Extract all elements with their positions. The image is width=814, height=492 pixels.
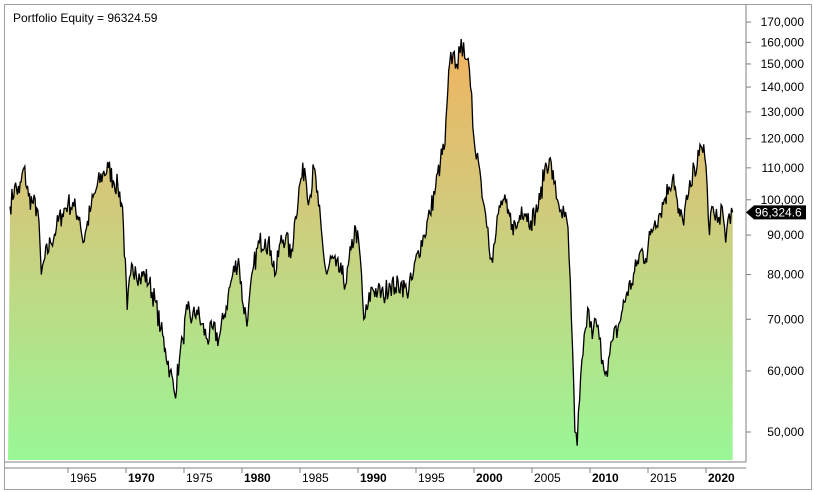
y-tick-label: 60,000 [767, 364, 804, 378]
plot-area [8, 38, 734, 461]
x-tick-label: 1975 [186, 471, 213, 485]
x-tick-label: 1980 [244, 471, 271, 485]
y-tick-label: 150,000 [761, 57, 805, 71]
y-tick-label: 80,000 [767, 268, 804, 282]
last-value-label: 96,324.6 [755, 205, 802, 219]
chart-title: Portfolio Equity = 96324.59 [13, 11, 158, 25]
y-tick-label: 110,000 [762, 161, 805, 175]
x-tick-label: 2000 [476, 471, 503, 485]
y-tick-label: 160,000 [761, 35, 805, 49]
x-tick-label: 1995 [418, 471, 445, 485]
y-tick-label: 70,000 [767, 312, 804, 326]
y-tick-label: 100,000 [761, 193, 805, 207]
x-tick-label: 2015 [650, 471, 677, 485]
x-tick-label: 1970 [128, 471, 155, 485]
equity-line [9, 38, 734, 446]
last-value-marker: 96,324.6 [746, 205, 806, 220]
x-tick-label: 2005 [534, 471, 561, 485]
x-axis: 1965 1970 1975 1980 1985 1990 1995 2000 2005 2010… [5, 467, 746, 485]
x-tick-label: 1965 [70, 471, 97, 485]
y-axis: 50,000 60,000 70,000 80,000 90,000 100,000 110… [746, 15, 804, 439]
y-tick-label: 130,000 [761, 105, 805, 119]
x-tick-label: 1990 [360, 471, 387, 485]
y-tick-label: 140,000 [761, 80, 805, 94]
y-tick-label: 50,000 [767, 425, 804, 439]
last-value-badge [746, 205, 806, 220]
y-tick-label: 90,000 [767, 228, 804, 242]
x-tick-label: 2020 [708, 471, 735, 485]
x-tick-label: 2010 [592, 471, 619, 485]
y-tick-label: 170,000 [761, 15, 805, 29]
equity-area-fill [8, 38, 733, 461]
y-tick-label: 120,000 [761, 132, 805, 146]
x-tick-label: 1985 [302, 471, 329, 485]
